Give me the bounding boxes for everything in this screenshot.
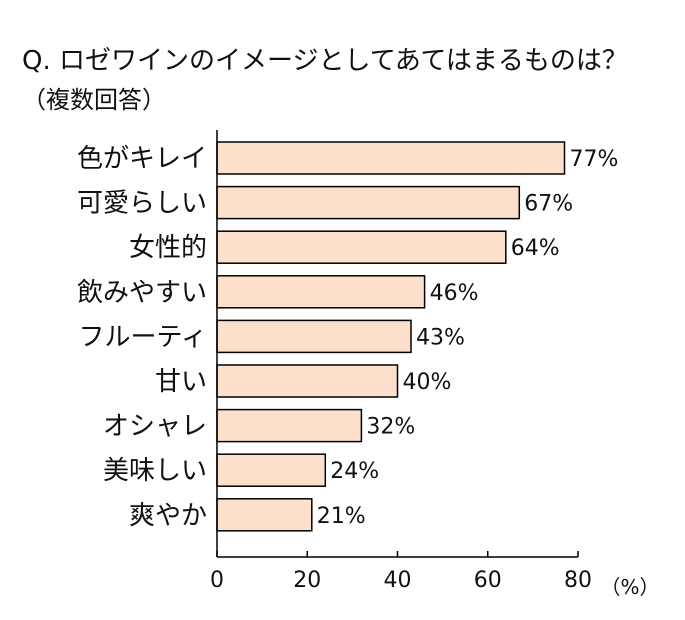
category-label-6: 甘い — [155, 367, 207, 397]
bar-1 — [216, 141, 566, 175]
bar-2 — [216, 185, 521, 220]
x-tick-label-3: 60 — [474, 568, 502, 593]
bar-8 — [216, 453, 327, 487]
bar-3 — [216, 230, 507, 264]
x-tick-label-2: 40 — [384, 568, 412, 593]
value-label-9: 21% — [317, 504, 366, 529]
bar-4 — [216, 275, 426, 309]
bar-7 — [216, 408, 363, 443]
value-label-6: 40% — [403, 370, 452, 395]
category-label-4: 飲みやすい — [77, 278, 207, 308]
value-label-7: 32% — [366, 415, 415, 440]
value-label-1: 77% — [570, 147, 619, 172]
category-label-7: オシャレ — [103, 412, 207, 442]
value-label-2: 67% — [524, 192, 573, 217]
category-label-9: 爽やか — [129, 501, 207, 531]
x-tick-label-4: 80 — [564, 568, 592, 593]
value-label-3: 64% — [511, 236, 560, 261]
x-tick-label-1: 20 — [293, 568, 321, 593]
value-label-4: 46% — [430, 281, 479, 306]
category-label-3: 女性的 — [129, 233, 207, 263]
value-label-5: 43% — [416, 325, 465, 350]
bar-6 — [216, 364, 399, 398]
category-label-1: 色がキレイ — [77, 144, 207, 174]
x-tick-label-0: 0 — [210, 568, 224, 593]
category-label-8: 美味しい — [103, 456, 207, 486]
chart-title: Q. ロゼワインのイメージとしてあてはまるものは？ — [22, 46, 628, 76]
x-axis-label: （%） — [600, 575, 659, 599]
category-label-2: 可愛らしい — [77, 189, 207, 219]
category-label-5: フルーティ — [79, 322, 207, 352]
bar-9 — [216, 498, 313, 532]
chart-subtitle: （複数回答） — [22, 86, 166, 114]
bar-5 — [216, 319, 412, 354]
value-label-8: 24% — [330, 459, 379, 484]
